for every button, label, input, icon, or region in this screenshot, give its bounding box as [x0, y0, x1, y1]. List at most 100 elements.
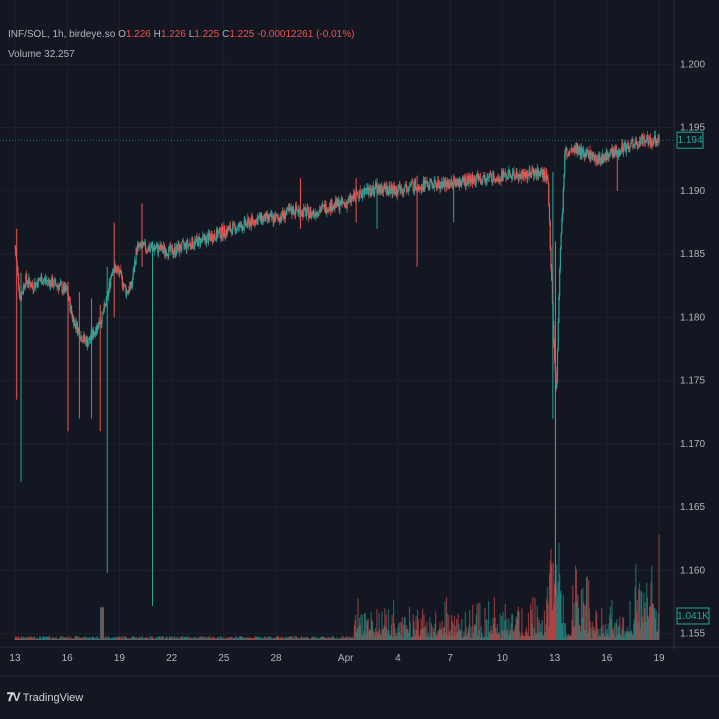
candle-body — [211, 234, 213, 242]
volume-bar — [450, 635, 452, 640]
volume-bar — [355, 632, 358, 640]
candle-body — [71, 313, 73, 320]
volume-bar — [435, 635, 437, 640]
candle-body — [455, 181, 457, 187]
candle-body — [339, 205, 341, 211]
candle-body — [237, 225, 239, 230]
candle-body — [309, 209, 311, 216]
candle-body — [133, 270, 135, 272]
volume-bar — [280, 637, 282, 640]
volume-bar — [430, 623, 432, 640]
volume-bar — [406, 628, 408, 640]
candle-body — [213, 234, 215, 242]
candle-body — [154, 247, 156, 249]
candle-body — [384, 185, 387, 189]
candle-body — [394, 192, 396, 195]
volume-bar — [367, 618, 369, 640]
candle-body — [526, 173, 528, 180]
candle-body — [371, 185, 374, 192]
price-axis[interactable]: 1.2001.1951.1901.1851.1801.1751.1701.165… — [680, 59, 705, 639]
volume-bar — [411, 636, 413, 640]
volume-bar — [374, 636, 376, 640]
candle-body — [282, 215, 284, 217]
candle-body — [202, 234, 205, 237]
volume-bar — [73, 638, 75, 640]
volume-bar — [154, 638, 156, 640]
volume-bar — [593, 626, 595, 640]
volume-bar — [72, 638, 74, 640]
candle-body — [377, 188, 379, 192]
volume-bar — [479, 602, 481, 640]
y-tick-label: 1.175 — [680, 376, 705, 387]
volume-bar — [169, 637, 171, 640]
volume-bar — [200, 636, 202, 640]
volume-bar — [582, 587, 584, 640]
volume-bar — [224, 638, 226, 640]
volume-bar — [104, 637, 106, 640]
candle-body — [21, 292, 23, 294]
candle-body — [266, 213, 268, 214]
volume-bar — [326, 638, 329, 640]
volume-bar — [43, 636, 45, 640]
volume-bar — [435, 611, 437, 640]
time-axis[interactable]: 13 16 19 22 25 28 Apr 4 7 10 13 16 19 — [9, 653, 665, 664]
volume-bar — [564, 623, 566, 640]
candle-body — [158, 246, 160, 250]
volume-bar — [445, 633, 447, 640]
candle-body — [26, 281, 28, 284]
candle-body — [137, 243, 139, 245]
volume-bar — [499, 613, 501, 640]
candle-body — [46, 280, 48, 282]
candle-body — [367, 188, 369, 195]
candle-body — [57, 285, 59, 287]
volume-bar — [262, 638, 264, 640]
candle-body — [387, 186, 389, 195]
volume-bar — [96, 638, 98, 640]
volume-bar — [343, 638, 345, 640]
candle-body — [105, 296, 107, 306]
volume-bar — [114, 637, 116, 640]
volume-bar — [297, 637, 300, 640]
candle-body — [637, 145, 639, 147]
candle-body — [430, 179, 432, 183]
tradingview-branding[interactable]: 𝟕V TradingView — [7, 690, 83, 705]
candle-body — [400, 189, 402, 192]
volume-bar — [614, 637, 617, 640]
candle-body — [361, 189, 363, 198]
candle-body — [266, 213, 268, 219]
candle-body — [350, 197, 353, 202]
candle-body — [436, 187, 438, 189]
volume-bar — [364, 613, 366, 640]
volume-bar — [439, 622, 441, 640]
candle-body — [473, 175, 475, 182]
candle-body — [199, 237, 201, 245]
candle-body — [395, 186, 397, 193]
candle-body — [581, 150, 583, 157]
candle-body — [124, 284, 126, 287]
symbol-label[interactable]: INF/SOL, 1h, birdeye.so — [8, 29, 116, 40]
volume-bar — [361, 635, 363, 640]
candle-body — [542, 169, 544, 178]
candle-body — [168, 245, 171, 247]
candle-body — [648, 141, 650, 145]
candle-body — [22, 291, 24, 293]
change-value: -0.00012261 (-0.01%) — [257, 29, 355, 40]
candle-body — [160, 244, 163, 250]
volume-bar — [589, 621, 591, 640]
volume-bar — [608, 636, 610, 640]
candle-body — [596, 158, 598, 164]
candle-body — [313, 213, 316, 215]
volume-bar — [428, 637, 430, 640]
volume-bar — [305, 637, 308, 640]
volume-bar — [460, 631, 462, 640]
candle-body — [514, 175, 516, 179]
candle-body — [540, 168, 542, 173]
volume-bar — [580, 632, 582, 640]
volume-bar — [473, 625, 475, 640]
candle-body — [337, 199, 339, 206]
candle-body — [31, 284, 33, 288]
candle-body — [143, 242, 145, 245]
candle-body — [126, 291, 128, 294]
